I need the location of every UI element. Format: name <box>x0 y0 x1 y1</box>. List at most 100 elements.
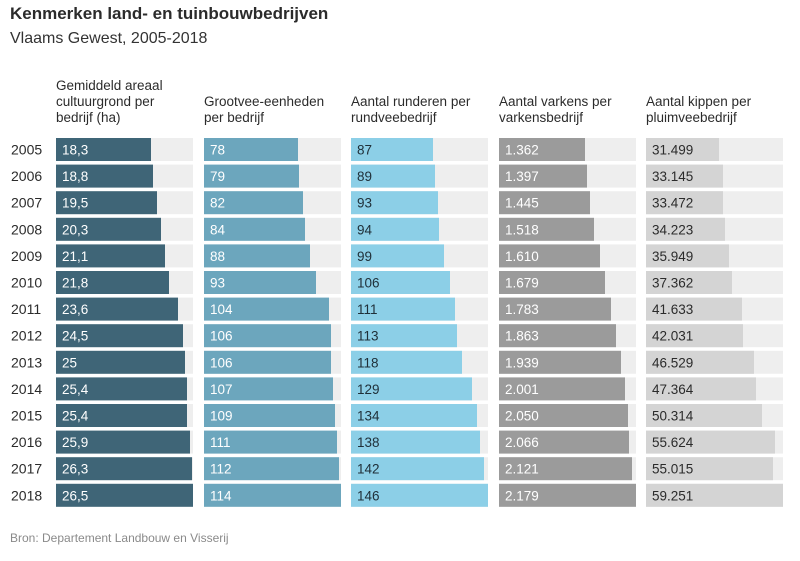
bar-5-2015 <box>646 404 762 427</box>
data-label-1-2016: 25,9 <box>62 435 88 450</box>
bar-1-2011 <box>56 297 178 321</box>
bar-5-2012 <box>646 324 743 348</box>
bar-2-2012 <box>204 324 331 348</box>
data-label-1-2017: 26,3 <box>62 462 88 477</box>
data-label-2-2007: 82 <box>210 196 225 211</box>
bar-2-2014 <box>204 377 333 401</box>
bar-1-2010 <box>56 271 169 294</box>
column-header-2-line-2: per bedrijf <box>204 110 264 125</box>
data-label-5-2015: 50.314 <box>652 409 694 424</box>
chart-title: Kenmerken land- en tuinbouwbedrijven <box>10 4 329 23</box>
bar-2-2018 <box>204 483 341 507</box>
data-label-4-2010: 1.679 <box>505 276 539 291</box>
year-label-2012: 2012 <box>11 328 42 344</box>
bar-5-2007 <box>646 191 723 215</box>
bar-3-2018 <box>351 483 488 507</box>
data-label-3-2015: 134 <box>357 409 380 424</box>
bar-4-2007 <box>499 191 590 215</box>
bar-4-2017 <box>499 457 632 481</box>
data-label-4-2013: 1.939 <box>505 355 539 370</box>
data-label-5-2007: 33.472 <box>652 196 693 211</box>
data-label-3-2008: 94 <box>357 222 373 237</box>
bar-2-2011 <box>204 297 329 321</box>
bar-3-2017 <box>351 457 484 481</box>
bar-5-2005 <box>646 138 719 161</box>
bar-4-2014 <box>499 377 625 401</box>
data-label-3-2012: 113 <box>357 329 379 344</box>
year-label-2010: 2010 <box>11 275 42 291</box>
data-label-2-2005: 78 <box>210 143 225 158</box>
bar-1-2013 <box>56 350 185 374</box>
bar-4-2016 <box>499 430 629 454</box>
data-label-5-2016: 55.624 <box>652 435 694 450</box>
bar-5-2011 <box>646 297 742 321</box>
data-label-4-2018: 2.179 <box>505 488 539 503</box>
data-label-4-2015: 2.050 <box>505 409 539 424</box>
data-label-5-2014: 47.364 <box>652 382 694 397</box>
data-label-4-2006: 1.397 <box>505 169 539 184</box>
bar-3-2012 <box>351 324 457 348</box>
source-note: Bron: Departement Landbouw en Visserij <box>10 531 229 545</box>
year-label-2007: 2007 <box>11 195 42 211</box>
bar-1-2007 <box>56 191 157 215</box>
data-label-5-2011: 41.633 <box>652 302 693 317</box>
data-label-1-2009: 21,1 <box>62 249 88 264</box>
column-header-5-line-1: Aantal kippen per <box>646 94 752 109</box>
bar-1-2006 <box>56 164 153 188</box>
data-label-2-2009: 88 <box>210 249 225 264</box>
data-label-3-2013: 118 <box>357 355 379 370</box>
data-label-1-2006: 18,8 <box>62 169 88 184</box>
bar-3-2005 <box>351 138 433 161</box>
data-label-4-2008: 1.518 <box>505 222 539 237</box>
year-label-2015: 2015 <box>11 408 42 424</box>
data-label-1-2011: 23,6 <box>62 302 88 317</box>
bar-5-2008 <box>646 217 725 241</box>
bar-4-2013 <box>499 350 621 374</box>
bar-3-2013 <box>351 350 462 374</box>
data-label-1-2007: 19,5 <box>62 196 88 211</box>
bar-2-2016 <box>204 430 337 454</box>
data-label-3-2017: 142 <box>357 462 380 477</box>
year-label-2014: 2014 <box>11 381 42 397</box>
bar-3-2006 <box>351 164 435 188</box>
data-label-3-2018: 146 <box>357 488 380 503</box>
data-label-3-2005: 87 <box>357 143 372 158</box>
data-label-2-2017: 112 <box>210 462 232 477</box>
column-header-1-line-1: Gemiddeld areaal <box>56 78 163 93</box>
data-label-2-2012: 106 <box>210 329 233 344</box>
column-header-5-line-2: pluimveebedrijf <box>646 110 737 125</box>
data-label-2-2011: 104 <box>210 302 233 317</box>
year-label-2016: 2016 <box>11 434 42 450</box>
bar-5-2017 <box>646 457 773 481</box>
data-label-3-2009: 99 <box>357 249 372 264</box>
data-label-5-2006: 33.145 <box>652 169 693 184</box>
bar-1-2015 <box>56 404 187 427</box>
data-label-4-2011: 1.783 <box>505 302 539 317</box>
column-header-4-line-2: varkensbedrijf <box>499 110 583 125</box>
bar-3-2016 <box>351 430 480 454</box>
data-label-5-2009: 35.949 <box>652 249 693 264</box>
bar-5-2016 <box>646 430 775 454</box>
data-label-4-2017: 2.121 <box>505 462 539 477</box>
data-label-4-2014: 2.001 <box>505 382 539 397</box>
data-label-5-2008: 34.223 <box>652 222 693 237</box>
data-label-4-2012: 1.863 <box>505 329 539 344</box>
data-label-2-2014: 107 <box>210 382 233 397</box>
bar-1-2018 <box>56 483 193 507</box>
data-label-3-2014: 129 <box>357 382 380 397</box>
year-label-2009: 2009 <box>11 248 42 264</box>
bar-2-2015 <box>204 404 335 427</box>
bar-2-2006 <box>204 164 299 188</box>
year-label-2008: 2008 <box>11 221 42 237</box>
bar-2-2017 <box>204 457 339 481</box>
bar-3-2008 <box>351 217 439 241</box>
bar-3-2015 <box>351 404 477 427</box>
data-label-1-2018: 26,5 <box>62 488 88 503</box>
column-header-3-line-2: rundveebedrijf <box>351 110 437 125</box>
bar-1-2012 <box>56 324 183 348</box>
bar-3-2011 <box>351 297 455 321</box>
bar-4-2009 <box>499 244 600 268</box>
bar-4-2006 <box>499 164 587 188</box>
column-header-2-line-1: Grootvee-eenheden <box>204 94 324 109</box>
bar-1-2008 <box>56 217 161 241</box>
